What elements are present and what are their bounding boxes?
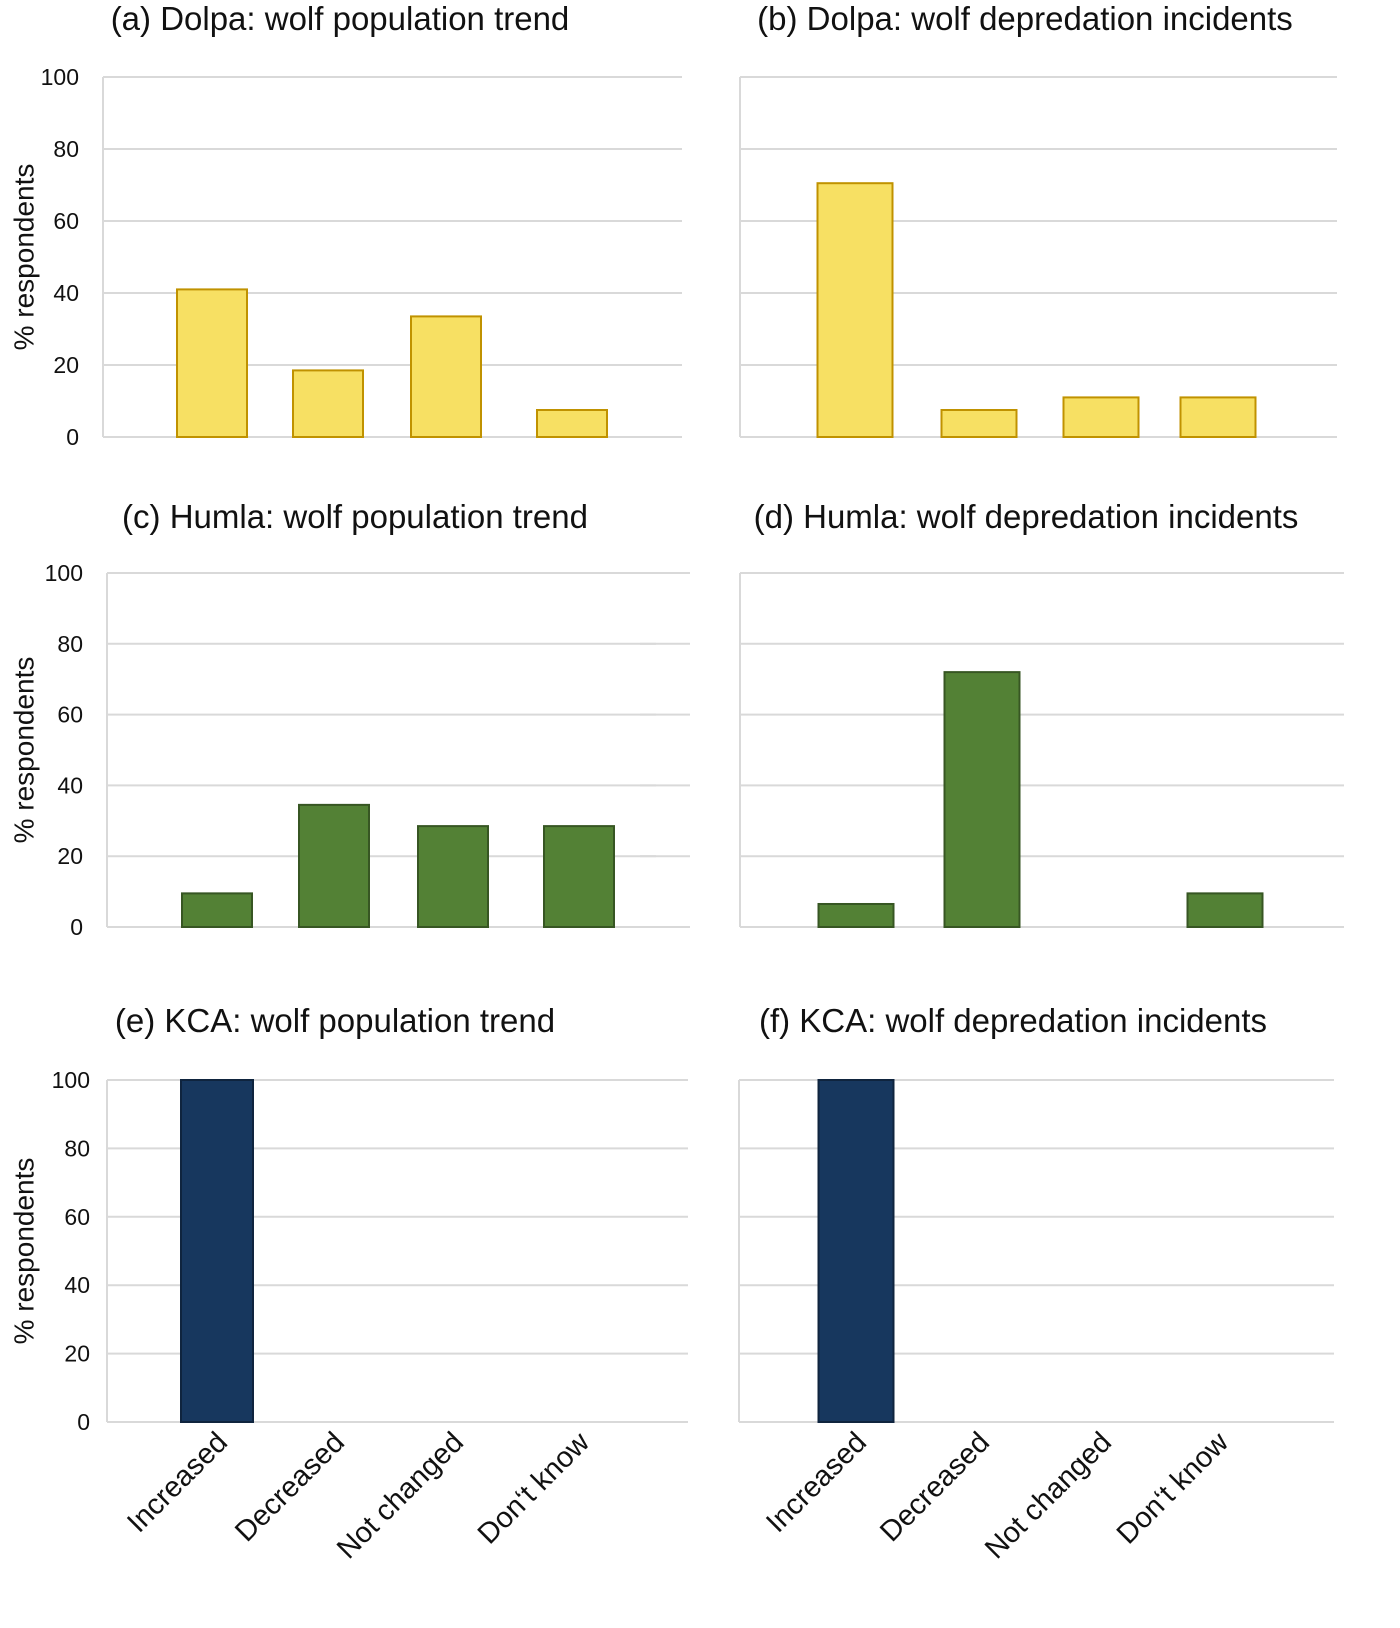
panel-title: (c) Humla: wolf population trend [122,498,588,535]
x-tick-label: Don‘t know [1111,1426,1236,1551]
y-tick-label: 60 [57,702,83,728]
x-tick-label: Don‘t know [472,1426,597,1551]
panel-c: (c) Humla: wolf population trend 0 20 40 60 8… [8,498,690,940]
bar-not-changed [410,315,482,438]
y-tick-label: 0 [70,914,83,940]
y-tick-label: 40 [64,1272,90,1298]
y-tick-label: 20 [57,843,83,869]
bar-don-t-know [536,409,608,438]
x-tick-label: Increased [760,1426,873,1539]
y-axis-label: % respondents [8,164,39,351]
y-tick-label: 100 [41,64,79,90]
y-tick-label: 40 [53,280,79,306]
y-tick-label: 60 [64,1204,90,1230]
bar-not-changed [417,825,489,928]
panel-f: (f) KCA: wolf depredation incidents Incre… [738,1002,1334,1565]
bar-increased [816,182,894,438]
bar-decreased [940,409,1018,438]
bar-increased [180,1079,254,1423]
panel-a: (a) Dolpa: wolf population trend 0 20 40 60 8… [8,0,682,450]
y-tick-label: 80 [53,136,79,162]
y-tick-label: 20 [53,352,79,378]
panel-e: (e) KCA: wolf population trend 0 20 40 60 80 1… [8,1002,688,1565]
y-tick-label: 80 [57,631,83,657]
panel-d: (d) Humla: wolf depredation incidents [640,498,1344,928]
bar-don-t-know [1186,892,1264,928]
x-tick-label: Not changed [979,1426,1118,1565]
x-tick-label: Increased [121,1426,234,1539]
bar-increased [176,288,248,438]
x-tick-label: Not changed [331,1426,470,1565]
y-tick-label: 20 [64,1341,90,1367]
bar-decreased [292,369,364,438]
panel-b: (b) Dolpa: wolf depredation incidents [640,0,1337,438]
bar-increased [817,902,895,928]
panel-title: (e) KCA: wolf population trend [115,1002,555,1039]
bar-increased [817,1079,895,1423]
y-tick-label: 80 [64,1135,90,1161]
bar-decreased [943,671,1021,928]
y-tick-label: 40 [57,772,83,798]
panel-title: (b) Dolpa: wolf depredation incidents [757,0,1293,37]
bar-don-t-know [543,825,615,928]
y-tick-label: 100 [45,560,83,586]
y-axis-label: % respondents [8,657,39,844]
x-tick-label: Decreased [229,1426,351,1548]
bar-not-changed [1062,396,1140,438]
y-tick-label: 0 [77,1409,90,1435]
y-tick-label: 0 [66,424,79,450]
bar-decreased [298,803,370,928]
panel-title: (a) Dolpa: wolf population trend [111,0,570,37]
bar-increased [181,892,253,928]
y-axis-label: % respondents [8,1158,39,1345]
x-tick-label: Decreased [874,1426,996,1548]
y-tick-label: 60 [53,208,79,234]
y-tick-label: 100 [52,1067,90,1093]
panel-title: (f) KCA: wolf depredation incidents [759,1002,1267,1039]
panel-title: (d) Humla: wolf depredation incidents [754,498,1299,535]
bar-don-t-know [1179,396,1257,438]
